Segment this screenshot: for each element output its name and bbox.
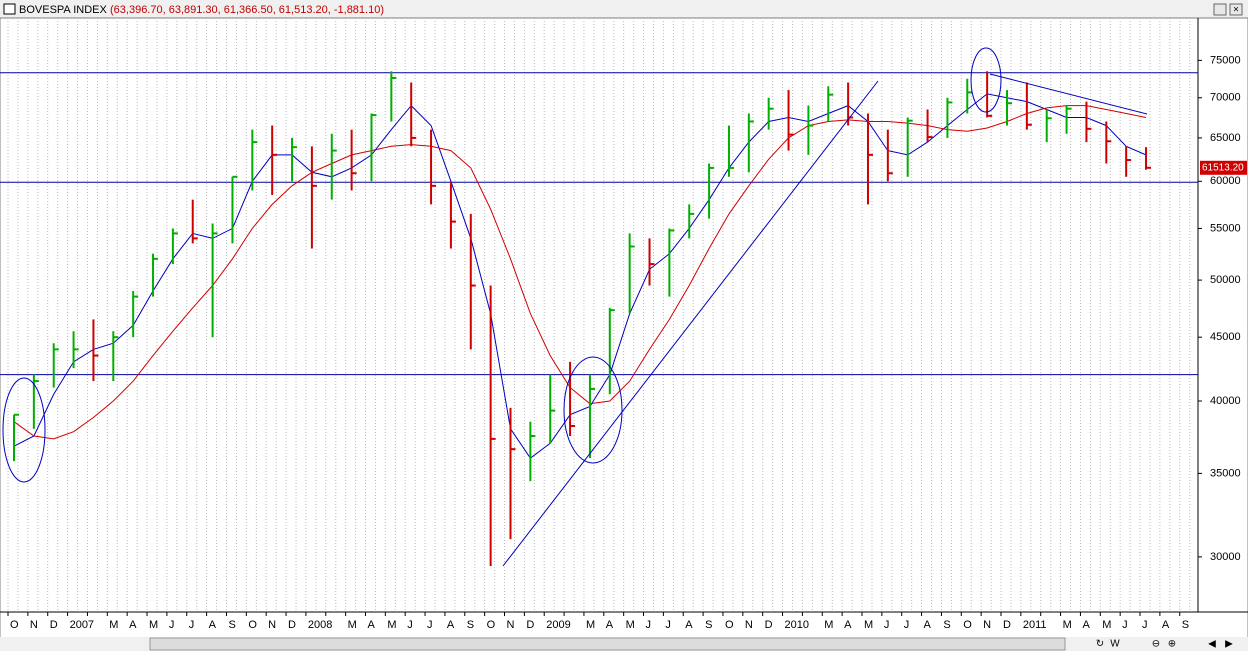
x-tick-label: M bbox=[109, 619, 118, 631]
close-icon: × bbox=[1233, 5, 1239, 16]
y-tick-label: 70000 bbox=[1210, 92, 1241, 104]
trend-line bbox=[502, 80, 879, 567]
x-tick-label: D bbox=[288, 619, 296, 631]
annotations bbox=[2, 47, 1148, 567]
x-tick-label: D bbox=[526, 619, 534, 631]
grid bbox=[7, 18, 1191, 612]
title-bar bbox=[0, 0, 1248, 18]
scroll-right-button[interactable]: ▶ bbox=[1225, 639, 1233, 650]
y-tick-label: 75000 bbox=[1210, 54, 1241, 66]
x-tick-label: M bbox=[626, 619, 635, 631]
x-tick-label: M bbox=[348, 619, 357, 631]
x-tick-label: 2011 bbox=[1023, 619, 1047, 631]
x-tick-label: M bbox=[586, 619, 595, 631]
x-tick-label: N bbox=[983, 619, 991, 631]
x-tick-label: O bbox=[487, 619, 496, 631]
last-price-box bbox=[1200, 160, 1247, 175]
x-tick-label: 2007 bbox=[70, 619, 94, 631]
last-price-label: 61513.20 bbox=[1202, 162, 1244, 173]
x-tick-label: J bbox=[884, 619, 890, 631]
restore-button[interactable] bbox=[1213, 3, 1227, 16]
x-tick-label: A bbox=[685, 619, 693, 631]
highlight-ellipse bbox=[563, 356, 623, 464]
x-tick-label: M bbox=[387, 619, 396, 631]
x-tick-label: M bbox=[824, 619, 833, 631]
x-tick-label: D bbox=[765, 619, 773, 631]
chart-title: BOVESPA INDEX bbox=[19, 4, 107, 16]
close-button[interactable] bbox=[1229, 3, 1243, 16]
x-tick-label: S bbox=[228, 619, 235, 631]
x-tick-label: N bbox=[30, 619, 38, 631]
x-tick-label: A bbox=[1082, 619, 1090, 631]
x-tick-label: N bbox=[745, 619, 753, 631]
x-tick-label: 2010 bbox=[785, 619, 809, 631]
x-tick-label: D bbox=[50, 619, 58, 631]
x-tick-label: J bbox=[407, 619, 413, 631]
x-tick-label: O bbox=[963, 619, 972, 631]
x-tick-label: A bbox=[209, 619, 217, 631]
x-tick-label: M bbox=[1063, 619, 1072, 631]
x-tick-label: S bbox=[943, 619, 950, 631]
y-tick-label: 50000 bbox=[1210, 274, 1241, 286]
y-tick-label: 40000 bbox=[1210, 395, 1241, 407]
scroll-thumb[interactable] bbox=[149, 637, 1066, 651]
x-tick-label: J bbox=[1142, 619, 1148, 631]
highlight-ellipse bbox=[2, 377, 46, 483]
y-tick-label: 55000 bbox=[1210, 222, 1241, 234]
x-tick-label: N bbox=[268, 619, 276, 631]
x-tick-label: J bbox=[646, 619, 652, 631]
x-tick-label: J bbox=[665, 619, 671, 631]
highlight-ellipse bbox=[970, 47, 1002, 113]
x-tick-label: A bbox=[1162, 619, 1170, 631]
moving-average bbox=[13, 93, 1147, 459]
x-tick-label: N bbox=[507, 619, 515, 631]
x-tick-label: A bbox=[129, 619, 137, 631]
y-tick-label: 65000 bbox=[1210, 132, 1241, 144]
x-tick-label: A bbox=[924, 619, 932, 631]
ohlc-readout: (63,396.70, 63,891.30, 61,366.50, 61,513… bbox=[110, 4, 384, 16]
x-tick-label: A bbox=[367, 619, 375, 631]
x-tick-label: O bbox=[248, 619, 257, 631]
x-tick-label: M bbox=[149, 619, 158, 631]
moving-average bbox=[13, 105, 1147, 440]
x-tick-label: J bbox=[427, 619, 433, 631]
x-tick-label: A bbox=[606, 619, 614, 631]
x-tick-label: D bbox=[1003, 619, 1011, 631]
y-tick-label: 60000 bbox=[1210, 175, 1241, 187]
x-tick-label: J bbox=[189, 619, 195, 631]
x-tick-label: 2008 bbox=[308, 619, 332, 631]
x-tick-label: S bbox=[705, 619, 712, 631]
scroll-left-button[interactable]: ◀ bbox=[1208, 639, 1216, 650]
x-tick-label: J bbox=[169, 619, 175, 631]
y-tick-label: 45000 bbox=[1210, 331, 1241, 343]
x-tick-label: 2009 bbox=[546, 619, 570, 631]
y-tick-label: 30000 bbox=[1210, 551, 1241, 563]
x-tick-label: J bbox=[904, 619, 910, 631]
y-tick-label: 35000 bbox=[1210, 467, 1241, 479]
scroll-button[interactable]: ↻ bbox=[1096, 639, 1104, 650]
plot-area bbox=[0, 71, 1198, 567]
x-tick-label: J bbox=[1122, 619, 1128, 631]
trend-line bbox=[989, 73, 1148, 115]
x-tick-label: S bbox=[1182, 619, 1189, 631]
x-tick-label: M bbox=[1102, 619, 1111, 631]
x-tick-label: O bbox=[725, 619, 734, 631]
x-tick-label: A bbox=[447, 619, 455, 631]
x-tick-label: O bbox=[10, 619, 19, 631]
x-tick-label: A bbox=[844, 619, 852, 631]
window-icon bbox=[3, 3, 16, 15]
x-tick-label: M bbox=[864, 619, 873, 631]
zoom-in-button[interactable]: ⊕ bbox=[1168, 639, 1176, 650]
x-tick-label: S bbox=[467, 619, 474, 631]
scroll-button[interactable]: W bbox=[1110, 639, 1120, 650]
zoom-out-button[interactable]: ⊖ bbox=[1152, 639, 1160, 650]
